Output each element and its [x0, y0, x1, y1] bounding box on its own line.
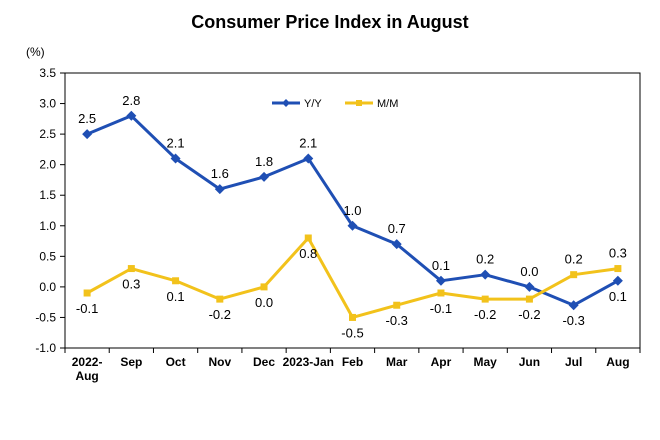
y-tick-label: 2.5 — [39, 127, 56, 141]
data-label-yy: 1.8 — [255, 154, 273, 169]
data-point-yy — [259, 171, 270, 182]
data-point-yy — [303, 153, 314, 164]
legend-label: Y/Y — [304, 98, 322, 110]
data-point-mm — [481, 295, 489, 303]
data-point-yy — [435, 275, 446, 286]
y-tick-label: -0.5 — [35, 310, 56, 324]
data-label-yy: 0.2 — [476, 252, 494, 267]
data-point-yy — [82, 129, 93, 140]
data-point-mm — [260, 283, 268, 291]
x-tick-label: Mar — [386, 355, 408, 369]
data-point-mm — [393, 301, 401, 309]
data-label-mm: 0.0 — [255, 295, 273, 310]
data-point-mm — [304, 234, 312, 242]
y-tick-label: 2.0 — [39, 158, 56, 172]
data-label-mm: 0.8 — [299, 246, 317, 261]
legend-marker — [356, 100, 362, 106]
x-tick-label: Jun — [519, 355, 540, 369]
data-label-yy: 0.0 — [520, 264, 538, 279]
x-tick-label: Feb — [342, 355, 363, 369]
x-tick-label: May — [474, 355, 498, 369]
data-label-mm: 0.3 — [122, 277, 140, 292]
x-tick-label: Dec — [253, 355, 275, 369]
data-point-yy — [568, 300, 579, 311]
data-label-mm: -0.2 — [518, 307, 540, 322]
y-axis-label: (%) — [26, 45, 45, 59]
legend-marker — [282, 99, 290, 107]
data-point-yy — [480, 269, 491, 280]
data-point-mm — [525, 295, 533, 303]
data-label-mm: 0.2 — [565, 252, 583, 267]
data-point-mm — [437, 289, 445, 297]
x-tick-label: Apr — [431, 355, 452, 369]
x-tick-label: Jul — [565, 355, 582, 369]
data-label-yy: 2.1 — [167, 136, 185, 151]
y-tick-label: 1.0 — [39, 219, 56, 233]
data-label-mm: -0.2 — [209, 307, 231, 322]
data-point-yy — [524, 281, 535, 292]
x-tick-label: Oct — [166, 355, 186, 369]
data-label-mm: 0.3 — [609, 246, 627, 261]
data-label-mm: -0.1 — [430, 301, 452, 316]
legend-label: M/M — [377, 98, 398, 110]
data-label-yy: 2.1 — [299, 136, 317, 151]
data-label-yy: 0.7 — [388, 221, 406, 236]
data-point-yy — [391, 239, 402, 250]
data-point-mm — [614, 265, 622, 273]
data-point-mm — [349, 313, 356, 321]
data-label-yy: 0.1 — [432, 258, 450, 273]
data-label-mm: -0.2 — [474, 307, 496, 322]
x-tick-label: Sep — [120, 355, 142, 369]
data-label-mm: -0.5 — [341, 325, 363, 340]
data-label-mm: -0.1 — [76, 301, 98, 316]
data-point-yy — [214, 184, 225, 195]
data-label-yy: 2.5 — [78, 111, 96, 126]
y-tick-label: 0.5 — [39, 249, 56, 263]
y-tick-label: 3.5 — [39, 66, 56, 80]
data-label-yy: 1.0 — [343, 203, 361, 218]
data-label-mm: 0.1 — [167, 289, 185, 304]
data-point-yy — [170, 153, 181, 164]
plot-area-border — [64, 72, 641, 349]
data-point-mm — [172, 277, 180, 285]
data-point-mm — [83, 289, 91, 297]
x-tick-label: Nov — [208, 355, 231, 369]
data-label-yy: 1.6 — [211, 166, 229, 181]
data-label-yy: 0.1 — [609, 289, 627, 304]
x-tick-label: Aug — [606, 355, 629, 369]
legend: Y/Y M/M — [272, 98, 398, 110]
x-tick-label: 2022-Aug — [72, 355, 103, 383]
data-label-yy: -0.3 — [562, 313, 584, 328]
data-point-mm — [216, 295, 224, 303]
x-tick-label: 2023-Jan — [283, 355, 334, 369]
y-tick-label: 1.5 — [39, 188, 56, 202]
y-tick-label: 3.0 — [39, 97, 56, 111]
y-tick-label: 0.0 — [39, 280, 56, 294]
data-label-yy: 2.8 — [122, 93, 140, 108]
data-label-mm: -0.3 — [386, 313, 408, 328]
data-point-yy — [347, 220, 358, 231]
chart-title: Consumer Price Index in August — [191, 12, 469, 32]
data-point-mm — [570, 271, 578, 279]
data-point-yy — [612, 275, 623, 286]
data-point-yy — [126, 110, 137, 121]
y-tick-label: -1.0 — [35, 341, 56, 355]
data-point-mm — [127, 265, 135, 273]
